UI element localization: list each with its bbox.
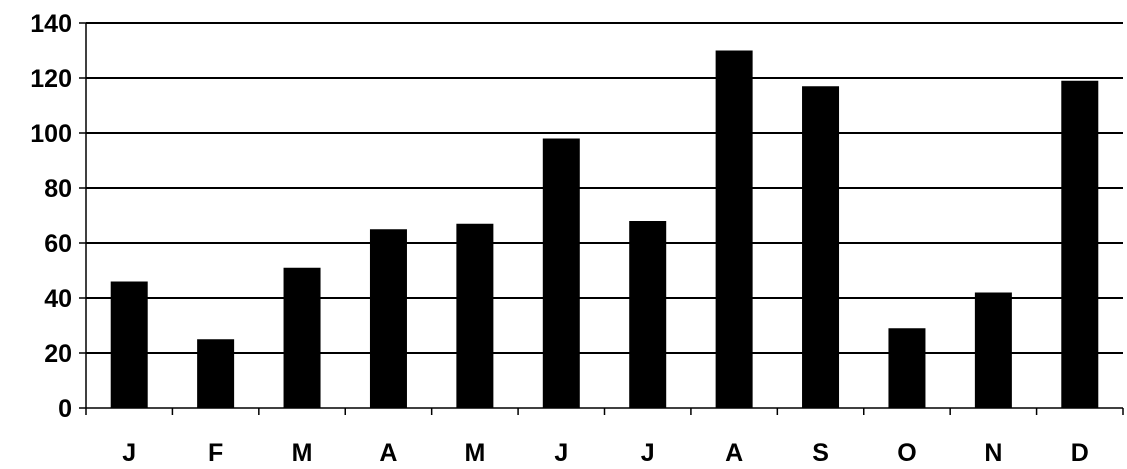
x-tick-label: J	[641, 439, 655, 467]
axes	[85, 23, 1123, 409]
y-tick-label: 0	[58, 395, 72, 423]
y-tick-labels: 0 20 40 60 80 100 120 140	[30, 10, 86, 423]
y-tick-label: 120	[30, 65, 72, 93]
x-tick-label: D	[1071, 439, 1089, 467]
bar	[456, 223, 494, 408]
x-tick-label: M	[292, 439, 313, 467]
bar	[974, 292, 1012, 408]
y-tick-label: 20	[44, 340, 72, 368]
y-tick-label: 40	[44, 285, 72, 313]
gridlines	[86, 22, 1123, 354]
y-tick-label: 80	[44, 175, 72, 203]
x-tick-label: F	[208, 439, 223, 467]
x-tick-label: M	[464, 439, 485, 467]
bar	[197, 339, 235, 408]
x-tick-label: N	[984, 439, 1002, 467]
bar	[888, 328, 926, 408]
bars	[110, 50, 1099, 408]
y-tick-label: 60	[44, 230, 72, 258]
y-tick-label: 140	[30, 10, 72, 38]
y-tick-label: 100	[30, 120, 72, 148]
bar	[715, 50, 753, 408]
x-tick-label: J	[554, 439, 568, 467]
bar	[110, 281, 148, 408]
bar	[1061, 80, 1099, 408]
bar	[802, 86, 840, 408]
x-tick-label: J	[122, 439, 136, 467]
bar	[629, 221, 667, 408]
x-tick-label: A	[379, 439, 397, 467]
x-tick-label: O	[897, 439, 916, 467]
bar	[542, 138, 580, 408]
bar	[369, 229, 407, 408]
x-tick-label: A	[725, 439, 743, 467]
bar	[283, 267, 321, 408]
x-tick-label: S	[812, 439, 829, 467]
